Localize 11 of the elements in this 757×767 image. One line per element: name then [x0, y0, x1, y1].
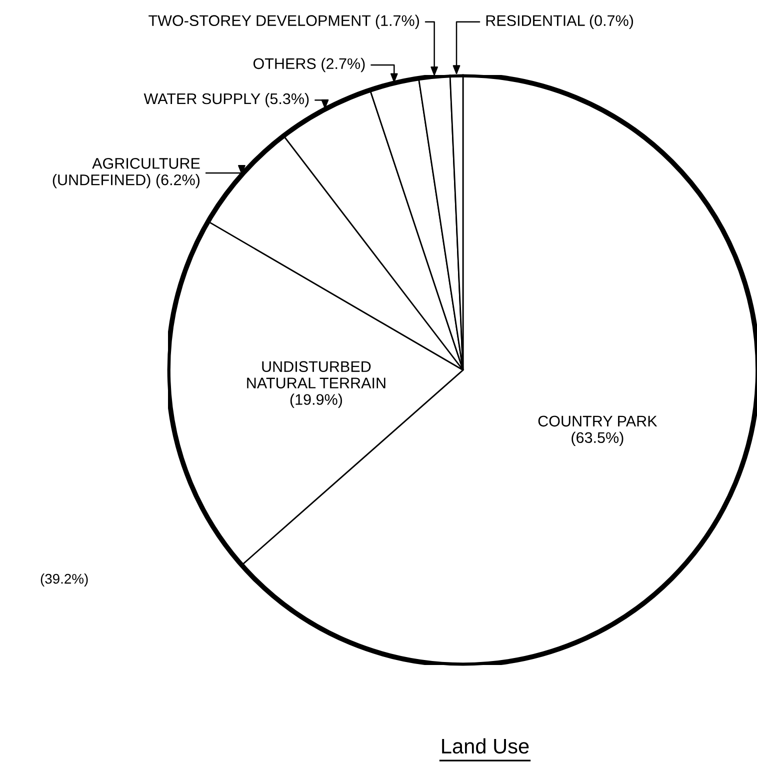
data-label: (63.5%): [572, 432, 624, 446]
slice-label: TWO-STOREY DEVELOPMENT (1.7%): [148, 14, 419, 30]
text: (39.2%): [40, 574, 88, 586]
slice-label: AGRICULTURE (UNDEFINED) (6.2%): [52, 158, 200, 188]
slice-label: COUNTRY PARK: [538, 416, 658, 427]
data-label: (19.9%): [290, 394, 342, 408]
slice-label: RESIDENTIAL (0.7%): [486, 14, 634, 30]
slice-label: OTHERS (2.7%): [253, 58, 365, 72]
legend-label: WATER SUPPLY (5.3%): [144, 92, 309, 108]
text: Land Use: [442, 738, 529, 754]
slice-label: UNDISTURBED NATURAL TERRAIN: [247, 361, 386, 388]
